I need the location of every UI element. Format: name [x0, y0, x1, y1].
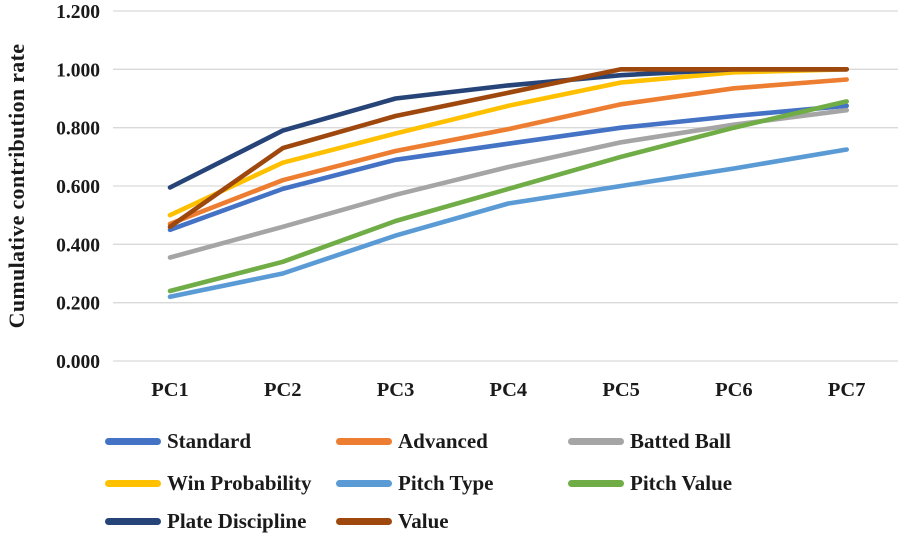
x-category-label: PC4 [490, 379, 528, 401]
legend-swatch-icon [105, 437, 161, 445]
y-tick-label: 0.400 [56, 235, 100, 256]
legend-item-plate-discipline: Plate Discipline [105, 507, 306, 535]
y-tick-label: 0.800 [56, 119, 100, 140]
x-category-label: PC5 [602, 379, 640, 401]
legend-item-pitch-value: Pitch Value [568, 469, 732, 497]
legend-label: Pitch Value [630, 470, 733, 495]
x-category-label: PC6 [715, 379, 753, 401]
y-tick-label: 1.000 [56, 60, 100, 81]
legend-label: Plate Discipline [167, 508, 307, 533]
y-tick-label: 0.200 [56, 294, 100, 315]
legend-label: Win Probability [167, 470, 312, 495]
legend-label: Advanced [398, 428, 488, 453]
y-tick-label: 0.000 [56, 352, 100, 373]
series-line-batted-ball [167, 107, 849, 260]
series-line-standard [167, 103, 849, 233]
series-line-pitch-value [167, 99, 849, 294]
legend-swatch-icon [336, 479, 392, 487]
legend-swatch-icon [105, 479, 161, 487]
legend-item-batted-ball: Batted Ball [568, 427, 731, 455]
legend-label: Value [398, 508, 449, 533]
legend-swatch-icon [568, 437, 624, 445]
plot-area: 0.000 0.200 0.400 0.600 0.800 1.000 1.200 PC1 PC… [56, 2, 898, 401]
legend-item-standard: Standard [105, 427, 251, 455]
x-category-label: PC7 [828, 379, 866, 401]
legend-item-advanced: Advanced [336, 427, 488, 455]
legend-swatch-icon [336, 517, 392, 525]
legend-label: Standard [167, 428, 252, 453]
series-line-advanced [167, 77, 849, 227]
legend-label: Batted Ball [630, 428, 731, 453]
y-tick-label: 1.200 [56, 2, 100, 23]
series-line-value [167, 67, 849, 230]
series-line-win-probability [167, 67, 849, 218]
legend-swatch-icon [336, 437, 392, 445]
legend-item-win-probability: Win Probability [105, 469, 312, 497]
x-category-label: PC2 [264, 379, 302, 401]
y-tick-label: 0.600 [56, 177, 100, 198]
legend-item-pitch-type: Pitch Type [336, 469, 493, 497]
x-category-label: PC1 [151, 379, 189, 401]
series-line-pitch-type [167, 147, 849, 300]
x-category-label: PC3 [377, 379, 415, 401]
legend-label: Pitch Type [398, 470, 494, 495]
legend-swatch-icon [105, 517, 161, 525]
legend-swatch-icon [568, 479, 624, 487]
legend-item-value: Value [336, 507, 449, 535]
